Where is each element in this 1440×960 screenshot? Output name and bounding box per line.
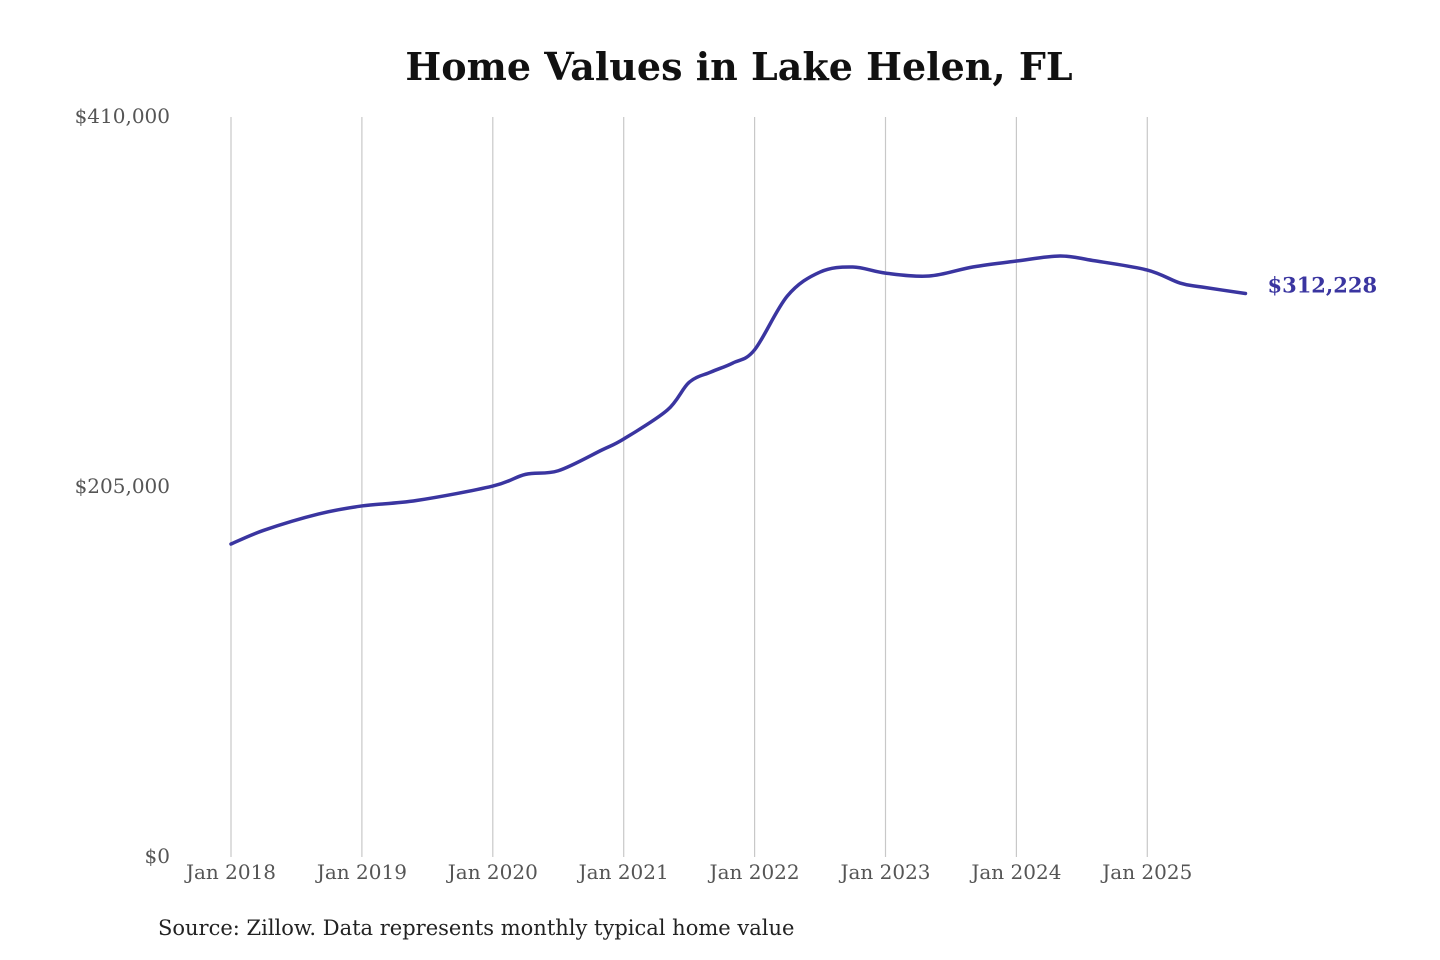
end-value-label: $312,228 [1267,272,1377,297]
x-tick-label: Jan 2022 [708,860,800,884]
y-tick-label: $205,000 [75,474,170,498]
y-tick-label: $0 [145,844,170,868]
y-tick-label: $410,000 [75,104,170,128]
series-line [229,254,1248,546]
x-tick-label: Jan 2018 [184,860,276,884]
x-tick-label: Jan 2025 [1100,860,1192,884]
source-note: Source: Zillow. Data represents monthly … [158,916,795,940]
chart-title: Home Values in Lake Helen, FL [405,44,1073,89]
x-tick-label: Jan 2019 [315,860,407,884]
x-tick-label: Jan 2024 [969,860,1061,884]
x-tick-label: Jan 2020 [446,860,538,884]
x-tick-label: Jan 2023 [838,860,930,884]
x-tick-label: Jan 2021 [577,860,669,884]
